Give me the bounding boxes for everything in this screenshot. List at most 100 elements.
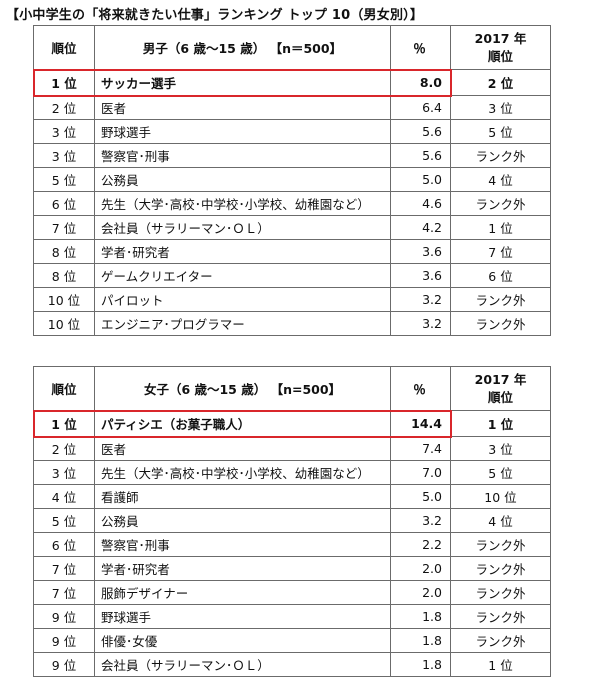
percent-cell: 3.2	[390, 311, 451, 336]
rank-cell: 10 位	[33, 287, 95, 312]
rank-cell: 7 位	[33, 580, 95, 605]
percent-cell: 2.2	[390, 532, 451, 557]
rank-cell: 5 位	[33, 508, 95, 533]
table-row: 9 位野球選手 1.8 ランク外	[33, 604, 551, 629]
job-cell: 先生（大学･高校･中学校･小学校、幼稚園など）	[94, 460, 391, 485]
rank-cell: 9 位	[33, 604, 95, 629]
percent-cell: 5.0	[390, 167, 451, 192]
job-cell: 医者	[94, 436, 391, 461]
prev-rank-cell: ランク外	[450, 628, 551, 653]
table-row: 2 位医者 7.4 3 位	[33, 436, 551, 461]
prev-rank-cell: 2 位	[450, 69, 551, 96]
table-row: 10 位パイロット 3.2 ランク外	[33, 287, 551, 312]
table-row: 2 位医者 6.4 3 位	[33, 95, 551, 120]
rank-cell: 9 位	[33, 652, 95, 677]
girls-ranking-table: 順位 女子（6 歳～15 歳） 【n=500】 ％ 2017 年 順位 1 位パ…	[33, 366, 551, 677]
prev-rank-cell: 3 位	[450, 95, 551, 120]
header-prev-label: 順位	[487, 389, 513, 405]
rank-cell: 2 位	[33, 95, 95, 120]
table-row: 3 位野球選手 5.6 5 位	[33, 119, 551, 144]
table-row: 6 位先生（大学･高校･中学校･小学校、幼稚園など） 4.6 ランク外	[33, 191, 551, 216]
prev-rank-cell: ランク外	[450, 191, 551, 216]
page-heading: 【小中学生の「将来就きたい仕事」ランキング トップ 10（男女別）】	[6, 8, 424, 23]
prev-rank-cell: ランク外	[450, 556, 551, 581]
prev-rank-cell: 1 位	[450, 652, 551, 677]
table-row: 6 位警察官･刑事 2.2 ランク外	[33, 532, 551, 557]
percent-cell: 2.0	[390, 556, 451, 581]
job-cell: 会社員（サラリーマン･ＯＬ）	[94, 652, 391, 677]
table-row: 1 位パティシエ（お菓子職人） 14.4 1 位	[33, 410, 551, 437]
job-cell: 服飾デザイナー	[94, 580, 391, 605]
prev-rank-cell: 6 位	[450, 263, 551, 288]
percent-cell: 1.8	[390, 628, 451, 653]
header-rank: 順位	[33, 25, 95, 70]
table-header-row: 順位 男子（6 歳～15 歳） 【n＝500】 ％ 2017 年 順位	[33, 25, 551, 70]
percent-cell: 3.6	[390, 263, 451, 288]
job-cell: 公務員	[94, 508, 391, 533]
prev-rank-cell: ランク外	[450, 287, 551, 312]
prev-rank-cell: 4 位	[450, 167, 551, 192]
percent-cell: 4.2	[390, 215, 451, 240]
job-cell: 警察官･刑事	[94, 532, 391, 557]
job-cell: エンジニア･プログラマー	[94, 311, 391, 336]
prev-rank-cell: ランク外	[450, 580, 551, 605]
job-cell: 看護師	[94, 484, 391, 509]
percent-cell: 1.8	[390, 604, 451, 629]
percent-cell: 1.8	[390, 652, 451, 677]
table-row: 1 位サッカー選手 8.0 2 位	[33, 69, 551, 96]
table-row: 9 位会社員（サラリーマン･ＯＬ） 1.8 1 位	[33, 652, 551, 677]
header-group: 女子（6 歳～15 歳） 【n=500】	[94, 366, 391, 411]
table-row: 5 位公務員 3.2 4 位	[33, 508, 551, 533]
rank-cell: 7 位	[33, 215, 95, 240]
rank-cell: 4 位	[33, 484, 95, 509]
percent-cell: 4.6	[390, 191, 451, 216]
header-group: 男子（6 歳～15 歳） 【n＝500】	[94, 25, 391, 70]
rank-cell: 1 位	[33, 410, 95, 437]
header-rank: 順位	[33, 366, 95, 411]
job-cell: 野球選手	[94, 119, 391, 144]
header-percent: ％	[390, 366, 451, 411]
prev-rank-cell: ランク外	[450, 311, 551, 336]
table-row: 7 位会社員（サラリーマン･ＯＬ） 4.2 1 位	[33, 215, 551, 240]
table-row: 8 位学者･研究者 3.6 7 位	[33, 239, 551, 264]
percent-cell: 3.2	[390, 287, 451, 312]
prev-rank-cell: 10 位	[450, 484, 551, 509]
job-cell: 先生（大学･高校･中学校･小学校、幼稚園など）	[94, 191, 391, 216]
rank-cell: 8 位	[33, 239, 95, 264]
table-header-row: 順位 女子（6 歳～15 歳） 【n=500】 ％ 2017 年 順位	[33, 366, 551, 411]
percent-cell: 7.4	[390, 436, 451, 461]
percent-cell: 14.4	[390, 410, 451, 437]
table-row: 5 位公務員 5.0 4 位	[33, 167, 551, 192]
job-cell: 警察官･刑事	[94, 143, 391, 168]
percent-cell: 8.0	[390, 69, 451, 96]
percent-cell: 5.6	[390, 119, 451, 144]
prev-rank-cell: 5 位	[450, 119, 551, 144]
table-row: 10 位エンジニア･プログラマー 3.2 ランク外	[33, 311, 551, 336]
percent-cell: 3.2	[390, 508, 451, 533]
rank-cell: 7 位	[33, 556, 95, 581]
job-cell: 公務員	[94, 167, 391, 192]
prev-rank-cell: 4 位	[450, 508, 551, 533]
table-row: 3 位警察官･刑事 5.6 ランク外	[33, 143, 551, 168]
table-row: 4 位看護師 5.0 10 位	[33, 484, 551, 509]
header-prev-year: 2017 年	[474, 371, 527, 387]
job-cell: パティシエ（お菓子職人）	[94, 410, 391, 437]
prev-rank-cell: 1 位	[450, 410, 551, 437]
table-row: 3 位先生（大学･高校･中学校･小学校、幼稚園など） 7.0 5 位	[33, 460, 551, 485]
rank-cell: 3 位	[33, 119, 95, 144]
prev-rank-cell: ランク外	[450, 532, 551, 557]
prev-rank-cell: 3 位	[450, 436, 551, 461]
rank-cell: 5 位	[33, 167, 95, 192]
job-cell: 野球選手	[94, 604, 391, 629]
prev-rank-cell: 7 位	[450, 239, 551, 264]
prev-rank-cell: ランク外	[450, 143, 551, 168]
rank-cell: 6 位	[33, 532, 95, 557]
header-prev-year: 2017 年	[474, 30, 527, 46]
job-cell: 会社員（サラリーマン･ＯＬ）	[94, 215, 391, 240]
job-cell: ゲームクリエイター	[94, 263, 391, 288]
table-row: 7 位服飾デザイナー 2.0 ランク外	[33, 580, 551, 605]
percent-cell: 5.6	[390, 143, 451, 168]
percent-cell: 6.4	[390, 95, 451, 120]
prev-rank-cell: 1 位	[450, 215, 551, 240]
job-cell: 医者	[94, 95, 391, 120]
